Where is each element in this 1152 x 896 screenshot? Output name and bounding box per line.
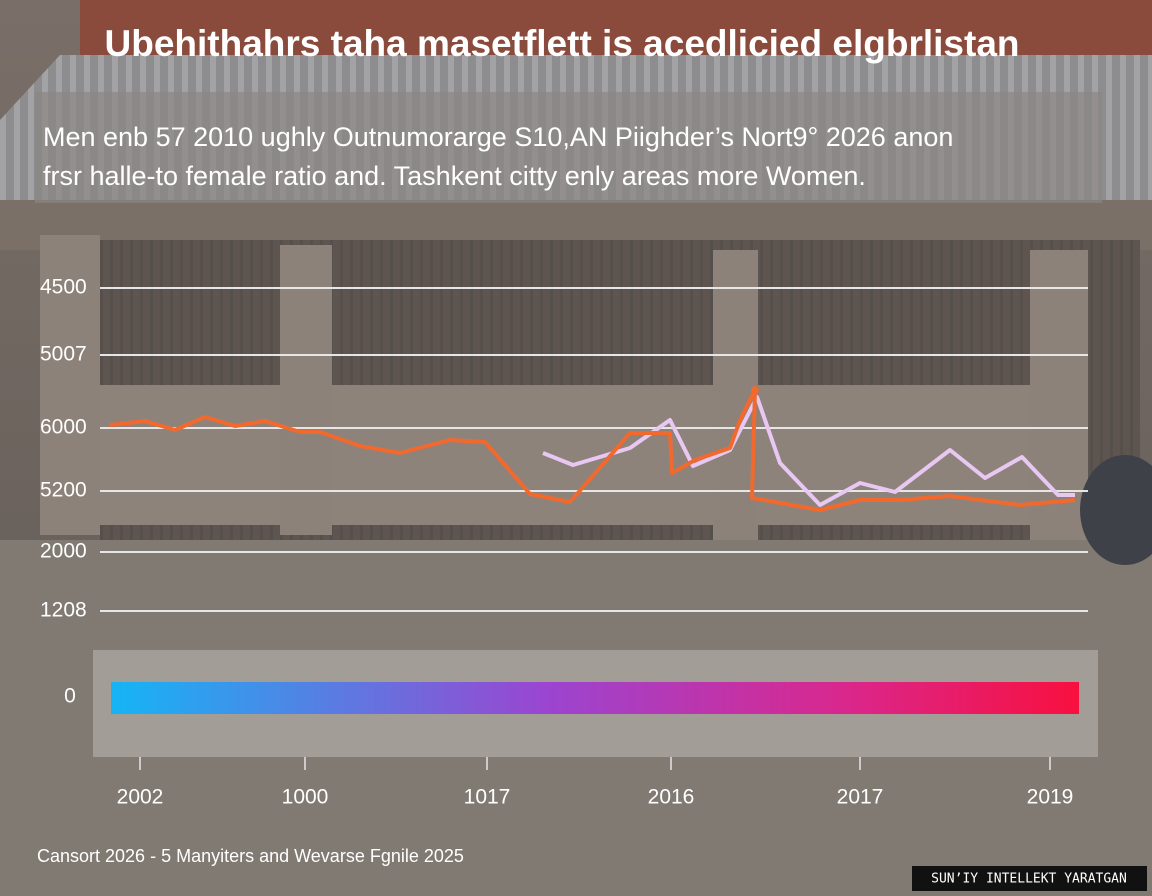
color-bar: [111, 682, 1079, 714]
x-axis-label: 1000: [282, 786, 329, 809]
footer: Cansort 2026 - 5 Manyiters and Wevarse F…: [37, 846, 464, 866]
y-axis-label: 5200: [40, 479, 87, 502]
pillar: [280, 245, 332, 535]
bag: [1080, 455, 1152, 565]
subtitle-line: Men enb 57 2010 ughly Outnumorarge S10,A…: [43, 122, 953, 152]
y-axis-label: 6000: [40, 416, 87, 439]
low-wall: [100, 385, 1030, 525]
x-axis-label: 2016: [648, 786, 695, 809]
line-series: [109, 388, 1076, 512]
title: Ubehithahrs taha masetflett is acedlicie…: [105, 23, 1020, 64]
color-bar-label: 0: [64, 685, 76, 708]
subtitle-line: frsr halle-to female ratio and. Tashkent…: [43, 161, 866, 191]
point: [751, 386, 759, 394]
x-axis: 2002 1000 1017 2016 2017 2019: [117, 757, 1074, 809]
x-axis-label: 1017: [464, 786, 511, 809]
y-axis-label: 4500: [40, 276, 87, 299]
watermark-box: [912, 866, 1147, 891]
grid: 4500 5007 6000 5200 2000 1208: [40, 276, 1088, 622]
watermark: SUN’IY INTELLEKT YARATGAN: [931, 872, 1127, 887]
y-axis-label: 2000: [40, 540, 87, 563]
x-axis-label: 2002: [117, 786, 164, 809]
y-axis-label: 1208: [40, 599, 87, 622]
x-axis-label: 2019: [1027, 786, 1074, 809]
subtitle-box: [35, 92, 1102, 203]
roof-edge: [80, 0, 1152, 60]
y-axis-label: 5007: [40, 343, 87, 366]
pillar: [40, 235, 100, 535]
x-axis-label: 2017: [837, 786, 884, 809]
